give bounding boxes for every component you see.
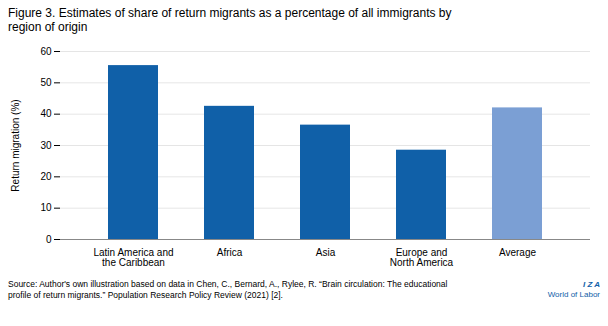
html-text:Source: Author's own illustrat: Source: Author's own illustration based …	[8, 278, 448, 300]
svg-text:10: 10	[40, 202, 52, 213]
svg-text:30: 30	[40, 139, 52, 150]
svg-text:40: 40	[40, 108, 52, 119]
svg-text:Asia: Asia	[316, 246, 336, 257]
svg-text:Latin America andthe Caribbean: Latin America andthe Caribbean	[93, 246, 173, 267]
svg-text:Europe andNorth America: Europe andNorth America	[390, 246, 454, 267]
html-text:I Z A: I Z A	[583, 280, 600, 290]
svg-text:Average: Average	[499, 246, 537, 257]
svg-text:60: 60	[40, 45, 52, 56]
html-text:Figure 3. Estimates of share o: Figure 3. Estimates of share of return m…	[8, 6, 452, 35]
svg-text:Return migration (%): Return migration (%)	[10, 99, 21, 191]
html-text:World of Labor: World of Labor	[547, 290, 600, 300]
svg-text:50: 50	[40, 77, 52, 88]
svg-text:0: 0	[46, 233, 52, 244]
svg-text:20: 20	[40, 171, 52, 182]
svg-text:Africa: Africa	[217, 246, 243, 257]
